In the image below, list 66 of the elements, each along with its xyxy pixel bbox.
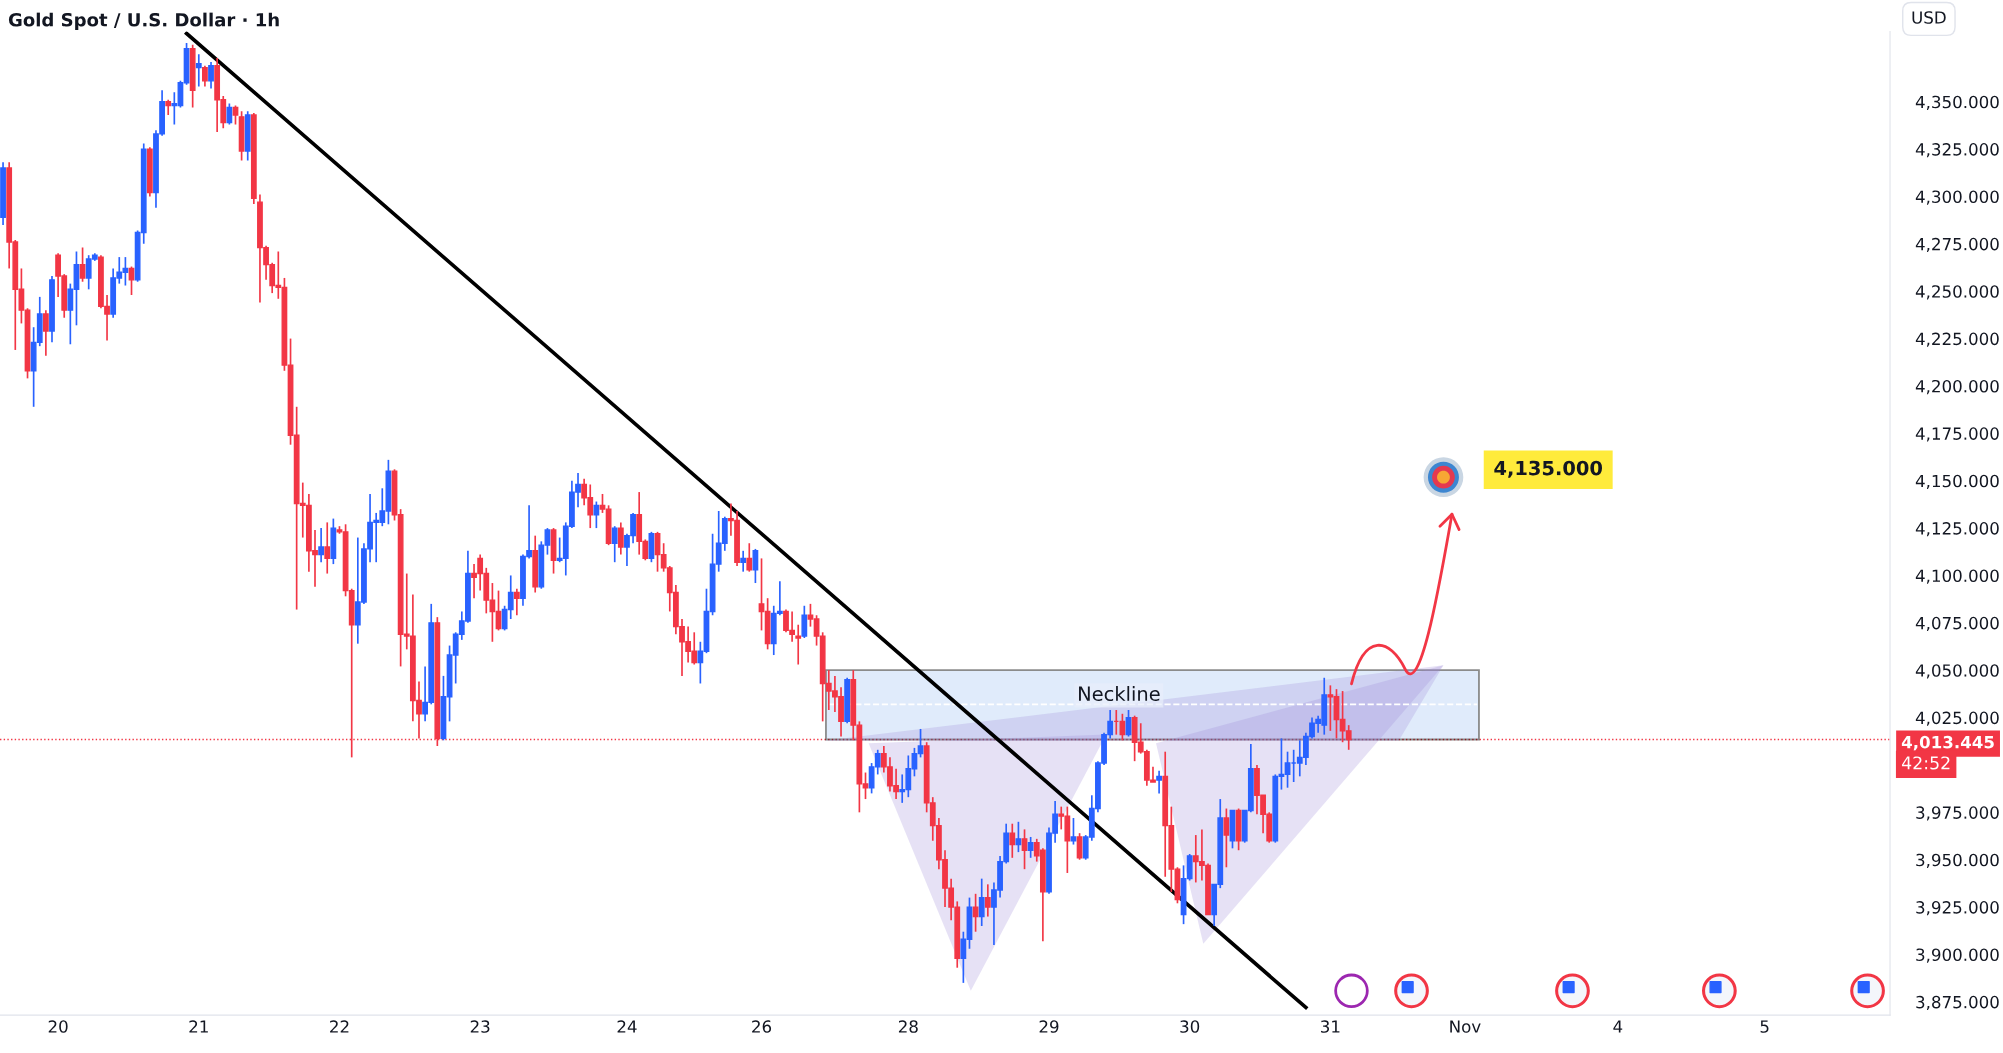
y-tick-label: 3,925.000: [1916, 901, 1999, 916]
x-tick-label: 31: [1321, 1020, 1340, 1033]
x-tick-label: 29: [1039, 1020, 1059, 1033]
y-tick-label: 4,050.000: [1915, 664, 1999, 679]
candlestick: [611, 525, 618, 564]
candlestick: [195, 53, 202, 88]
x-tick-label: 20: [48, 1020, 68, 1033]
candlestick: [1015, 820, 1022, 853]
x-tick-label: 4: [1613, 1020, 1623, 1033]
y-tick-label: 4,200.000: [1915, 379, 1999, 395]
x-tick-label: 21: [189, 1020, 208, 1033]
x-tick-label: 5: [1760, 1020, 1769, 1033]
x-tick-label: 23: [470, 1020, 490, 1033]
candlestick: [801, 604, 808, 639]
candlestick: [128, 265, 135, 296]
candlestick: [202, 64, 208, 88]
y-tick-label: 4,150.000: [1915, 474, 1999, 489]
band-label: Neckline: [1079, 686, 1160, 702]
y-tick-label: 4,350.000: [1915, 95, 1999, 110]
candlestick: [324, 521, 331, 575]
y-tick-label: 4,225.000: [1915, 332, 1999, 347]
y-tick-label: 4,075.000: [1915, 616, 1999, 632]
x-tick-label: 22: [330, 1020, 349, 1033]
y-tick-label: 3,875.000: [1916, 995, 1999, 1011]
chart-title: Gold Spot / U.S. Dollar · 1h: [8, 12, 279, 31]
y-tick-label: 4,125.000: [1915, 522, 1999, 537]
candlestick: [978, 877, 985, 927]
y-tick-label: 4,025.000: [1915, 711, 1999, 726]
candlestick: [232, 104, 239, 126]
y-tick-label: 3,975.000: [1916, 806, 1999, 821]
candlestick: [208, 61, 214, 90]
candlestick: [1021, 828, 1028, 871]
candlestick: [740, 549, 747, 573]
candlestick: [972, 892, 979, 933]
candlestick: [1027, 836, 1034, 859]
x-tick-label: 24: [617, 1020, 637, 1033]
candlestick: [42, 309, 49, 357]
x-tick-label: 30: [1180, 1020, 1200, 1033]
y-axis-title: USD: [1912, 11, 1946, 24]
y-tick-label: 3,950.000: [1916, 853, 1999, 868]
y-tick-label: 4,300.000: [1915, 190, 1999, 205]
candlestick: [513, 587, 520, 617]
x-tick-label: 28: [898, 1020, 918, 1033]
x-tick-label: 26: [752, 1020, 772, 1033]
y-tick-label: 4,250.000: [1915, 285, 1999, 300]
y-tick-label: 4,325.000: [1915, 143, 1999, 158]
candlestick: [1009, 822, 1016, 859]
y-tick-label: 3,900.000: [1916, 948, 1999, 963]
candlestick: [1076, 832, 1083, 861]
candlestick: [617, 521, 624, 556]
annotation: 4,135.000: [1494, 460, 1603, 478]
text: 42:52: [1901, 756, 1950, 770]
candlestick: [1156, 769, 1162, 795]
candlestick: [746, 542, 753, 573]
candlestick: [1223, 807, 1230, 869]
candlestick: [79, 246, 86, 283]
y-tick-label: 4,275.000: [1915, 237, 1999, 253]
candlestick: [318, 527, 325, 564]
x-tick-label: Nov: [1450, 1020, 1481, 1033]
candlestick: [226, 102, 233, 126]
candlestick: [984, 883, 991, 918]
y-tick-label: 4,175.000: [1915, 427, 1999, 442]
ref-line-label: 4,013.445: [1901, 735, 1994, 751]
candlestick: [795, 623, 802, 666]
candlestick: [593, 500, 600, 529]
y-tick-label: 4,100.000: [1915, 569, 1999, 584]
